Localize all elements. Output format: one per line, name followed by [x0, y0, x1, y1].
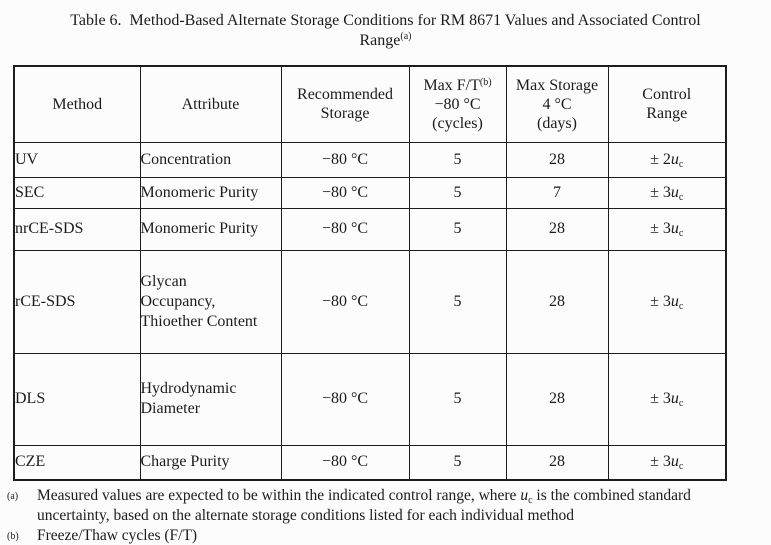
cell-cycles: 5 — [408, 249, 507, 354]
cell-storage: −80 °C — [280, 207, 410, 251]
cell-attribute: Charge Purity — [139, 444, 282, 481]
cell-days: 28 — [505, 352, 609, 446]
cell-control-range: ± 3uc — [607, 444, 727, 481]
cell-method: CZE — [13, 444, 141, 481]
cell-control-range: ± 3uc — [607, 176, 727, 209]
cell-storage: −80 °C — [280, 176, 410, 209]
cell-days: 28 — [505, 207, 609, 251]
cell-cycles: 5 — [408, 352, 507, 446]
cell-attribute: Glycan Occupancy, Thioether Content — [139, 249, 282, 354]
range-value: ± 3 — [650, 292, 671, 310]
cell-days: 7 — [505, 176, 609, 209]
cell-storage: −80 °C — [280, 249, 410, 354]
cell-method: rCE-SDS — [13, 249, 141, 354]
range-value: ± 3 — [650, 390, 671, 407]
uncertainty-symbol: u — [670, 220, 679, 237]
column-header-max-storage: Max Storage 4 °C (days) — [505, 65, 609, 143]
cell-attribute: Hydrodynamic Diameter — [139, 352, 282, 446]
cell-control-range: ± 3uc — [607, 207, 727, 251]
storage-conditions-table: Method Attribute Recommended Storage Max… — [13, 65, 727, 481]
table-caption-text: Table 6. Method-Based Alternate Storage … — [70, 12, 701, 49]
table-row-nrce-sds: nrCE-SDS Monomeric Purity −80 °C 5 28 ± … — [13, 207, 727, 251]
table-caption: Table 6. Method-Based Alternate Storage … — [0, 0, 771, 51]
column-header-attribute: Attribute — [139, 65, 282, 143]
cell-cycles: 5 — [408, 207, 507, 251]
column-header-control-range: Control Range — [607, 65, 727, 143]
uncertainty-symbol: u — [520, 487, 529, 504]
cell-days: 28 — [505, 249, 609, 354]
cell-method: nrCE-SDS — [13, 207, 141, 251]
cell-method: DLS — [13, 352, 141, 446]
footnote-a: (a) Measured values are expected to be w… — [7, 486, 771, 526]
cell-control-range: ± 2uc — [607, 141, 727, 178]
max-ft-label: Max F/T — [423, 76, 480, 94]
table-caption-footnote-ref: (a) — [400, 31, 412, 42]
cell-attribute: Monomeric Purity — [139, 176, 282, 209]
footnote-a-text: Measured values are expected to be withi… — [37, 486, 771, 526]
footnote-b-text-content: Freeze/Thaw cycles (F/T) — [37, 527, 198, 544]
table-row-uv: UV Concentration −80 °C 5 28 ± 2uc — [13, 141, 727, 178]
footnote-a-text-before: Measured values are expected to be withi… — [37, 487, 521, 504]
range-value: ± 3 — [650, 453, 671, 471]
uncertainty-subscript: c — [678, 300, 684, 312]
cell-attribute: Concentration — [139, 141, 282, 178]
table-row-dls: DLS Hydrodynamic Diameter −80 °C 5 28 ± … — [13, 352, 727, 446]
footnote-b-text: Freeze/Thaw cycles (F/T) — [37, 526, 771, 545]
uncertainty-subscript: c — [528, 495, 533, 506]
table-row-sec: SEC Monomeric Purity −80 °C 5 7 ± 3uc — [13, 176, 727, 209]
uncertainty-symbol: u — [670, 390, 679, 407]
cell-control-range: ± 3uc — [607, 352, 727, 446]
cell-cycles: 5 — [408, 141, 507, 178]
cell-method: SEC — [13, 176, 141, 209]
uncertainty-symbol: u — [670, 183, 679, 201]
range-value: ± 3 — [650, 183, 671, 201]
uncertainty-subscript: c — [678, 228, 684, 239]
max-ft-footnote-ref: (b) — [479, 76, 492, 88]
range-value: ± 2 — [650, 150, 671, 168]
footnote-a-marker: (a) — [7, 491, 19, 502]
range-value: ± 3 — [650, 220, 671, 237]
table-row-cze: CZE Charge Purity −80 °C 5 28 ± 3uc — [13, 444, 727, 481]
max-ft-sublabel: −80 °C (cycles) — [432, 95, 483, 132]
footnote-b: (b) Freeze/Thaw cycles (F/T) — [7, 526, 771, 545]
uncertainty-subscript: c — [678, 398, 684, 409]
cell-storage: −80 °C — [280, 444, 410, 481]
column-header-recommended-storage: Recommended Storage — [280, 65, 410, 143]
uncertainty-subscript: c — [678, 191, 684, 203]
uncertainty-subscript: c — [678, 461, 684, 473]
uncertainty-symbol: u — [670, 292, 679, 310]
column-header-method: Method — [13, 65, 141, 143]
cell-storage: −80 °C — [280, 352, 410, 446]
cell-storage: −80 °C — [280, 141, 410, 178]
uncertainty-symbol: u — [670, 150, 679, 168]
cell-cycles: 5 — [408, 176, 507, 209]
uncertainty-subscript: c — [678, 158, 684, 170]
footnotes: (a) Measured values are expected to be w… — [7, 486, 771, 545]
header-row: Method Attribute Recommended Storage Max… — [13, 65, 727, 143]
cell-attribute: Monomeric Purity — [139, 207, 282, 251]
footnote-b-marker: (b) — [7, 531, 19, 542]
cell-days: 28 — [505, 444, 609, 481]
cell-cycles: 5 — [408, 444, 507, 481]
table-row-rce-sds: rCE-SDS Glycan Occupancy, Thioether Cont… — [13, 249, 727, 354]
cell-method: UV — [13, 141, 141, 178]
uncertainty-symbol: u — [670, 453, 679, 471]
cell-control-range: ± 3uc — [607, 249, 727, 354]
column-header-max-ft: Max F/T(b) −80 °C (cycles) — [408, 65, 507, 143]
cell-days: 28 — [505, 141, 609, 178]
footnote-a-text-after: is the combined standard uncertainty, ba… — [37, 487, 691, 524]
